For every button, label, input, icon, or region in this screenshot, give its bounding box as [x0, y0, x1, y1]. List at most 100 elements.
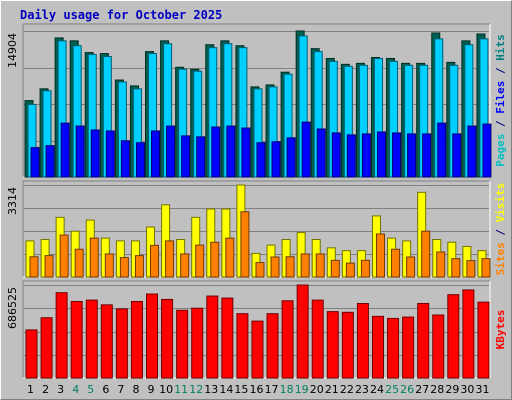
bar-pages-day-7	[120, 140, 130, 178]
bar-kbytes-day-8	[130, 300, 143, 379]
panel-kbytes: 686525 KBytes	[6, 280, 507, 379]
panel-hits-files-pages: 14904 Pages / Files / Hits	[6, 23, 507, 178]
bar-pages-day-31	[482, 123, 492, 178]
legend-entry: KBytes	[494, 310, 507, 350]
x-tick-label: 19	[295, 383, 309, 396]
bar-kbytes-day-22	[341, 311, 354, 379]
bar-pages-day-14	[226, 125, 236, 178]
bar-pages-day-2	[45, 145, 55, 178]
x-tick-label: 29	[445, 383, 459, 396]
x-axis-tick-labels: 1 2 3 4 5 6 7 8 9 10 11 12 13 14 15 16 17 18 19 20 21 22 23 24 2…	[27, 383, 489, 396]
bar-pages-day-13	[211, 126, 221, 178]
bar-pages-day-24	[376, 131, 386, 178]
bar-pages-day-23	[361, 133, 371, 178]
legend-entry: Files	[494, 81, 507, 114]
bar-kbytes-day-7	[115, 308, 128, 379]
x-tick-label: 2	[42, 383, 49, 396]
bar-pages-day-27	[422, 133, 432, 178]
x-tick-label: 18	[280, 383, 294, 396]
x-tick-label: 12	[189, 383, 203, 396]
y-max-label: 3314	[6, 187, 19, 215]
bar-pages-day-16	[256, 142, 266, 178]
bar-pages-day-6	[105, 130, 115, 178]
bar-sites-day-17	[270, 256, 280, 278]
chart-title: Daily usage for October 2025	[20, 8, 222, 22]
bar-sites-day-26	[406, 256, 416, 278]
legend-entry: Pages	[494, 134, 507, 167]
bar-kbytes-day-17	[266, 313, 279, 379]
bar-kbytes-day-24	[371, 315, 384, 379]
bar-kbytes-day-6	[100, 304, 113, 379]
bar-sites-day-19	[300, 253, 310, 278]
x-tick-label: 26	[400, 383, 414, 396]
bar-sites-day-16	[255, 262, 265, 278]
bar-sites-day-14	[225, 237, 235, 278]
bar-sites-day-6	[104, 253, 114, 278]
bar-kbytes-day-1	[25, 329, 38, 379]
bar-sites-day-2	[44, 255, 54, 278]
bar-sites-day-28	[436, 251, 446, 278]
x-tick-label: 7	[117, 383, 124, 396]
x-tick-label: 5	[87, 383, 94, 396]
bar-kbytes-day-21	[326, 311, 339, 379]
bar-pages-day-4	[75, 125, 85, 178]
bar-sites-day-5	[89, 237, 99, 278]
bar-kbytes-day-11	[176, 309, 189, 379]
bar-kbytes-day-16	[251, 320, 264, 379]
x-tick-label: 31	[475, 383, 489, 396]
x-tick-label: 4	[72, 383, 79, 396]
bar-sites-day-8	[134, 255, 144, 278]
bar-kbytes-day-12	[191, 307, 204, 379]
bar-sites-day-15	[240, 211, 250, 278]
bar-pages-day-29	[452, 133, 462, 178]
bar-kbytes-day-23	[356, 302, 369, 379]
x-tick-label: 13	[204, 383, 218, 396]
x-tick-label: 23	[355, 383, 369, 396]
bar-kbytes-day-26	[402, 316, 415, 379]
bar-pages-day-3	[60, 122, 70, 178]
x-tick-label: 10	[159, 383, 173, 396]
bar-pages-day-11	[181, 135, 191, 178]
bar-pages-day-15	[241, 127, 251, 178]
x-tick-label: 21	[325, 383, 339, 396]
bar-kbytes-day-30	[462, 289, 475, 379]
bar-sites-day-13	[210, 241, 220, 278]
x-tick-label: 22	[340, 383, 354, 396]
bar-kbytes-day-20	[311, 299, 324, 379]
x-tick-label: 15	[234, 383, 248, 396]
bar-sites-day-25	[391, 248, 401, 278]
bar-pages-day-18	[286, 137, 296, 178]
x-tick-label: 16	[250, 383, 264, 396]
y-max-label: 686525	[6, 287, 19, 329]
bar-kbytes-day-10	[161, 298, 174, 379]
bar-pages-day-10	[166, 125, 176, 178]
bar-kbytes-day-28	[432, 314, 445, 379]
bar-sites-day-30	[466, 260, 476, 278]
bar-pages-day-22	[346, 134, 356, 178]
bar-kbytes-day-2	[40, 317, 53, 379]
x-tick-label: 25	[385, 383, 399, 396]
bar-sites-day-21	[330, 259, 340, 278]
bar-sites-day-27	[421, 230, 431, 278]
x-tick-label: 28	[430, 383, 444, 396]
bar-sites-day-10	[165, 240, 175, 278]
x-tick-label: 1	[27, 383, 34, 396]
bar-sites-day-11	[180, 253, 190, 278]
bar-pages-day-19	[301, 121, 311, 178]
x-tick-label: 27	[415, 383, 429, 396]
bar-pages-day-12	[196, 136, 206, 178]
bar-kbytes-day-4	[70, 300, 83, 379]
bar-kbytes-day-15	[236, 313, 249, 379]
bar-sites-day-12	[195, 244, 205, 278]
bar-pages-day-30	[467, 125, 477, 178]
legend-entry: /	[494, 61, 507, 81]
legend-entry: /	[494, 114, 507, 134]
bar-sites-day-29	[451, 258, 461, 278]
bar-sites-day-31	[481, 258, 491, 278]
bar-sites-day-22	[345, 262, 355, 278]
bar-kbytes-day-25	[387, 317, 400, 379]
x-tick-label: 11	[174, 383, 188, 396]
bar-sites-day-4	[74, 248, 84, 278]
bar-pages-day-9	[151, 130, 161, 178]
